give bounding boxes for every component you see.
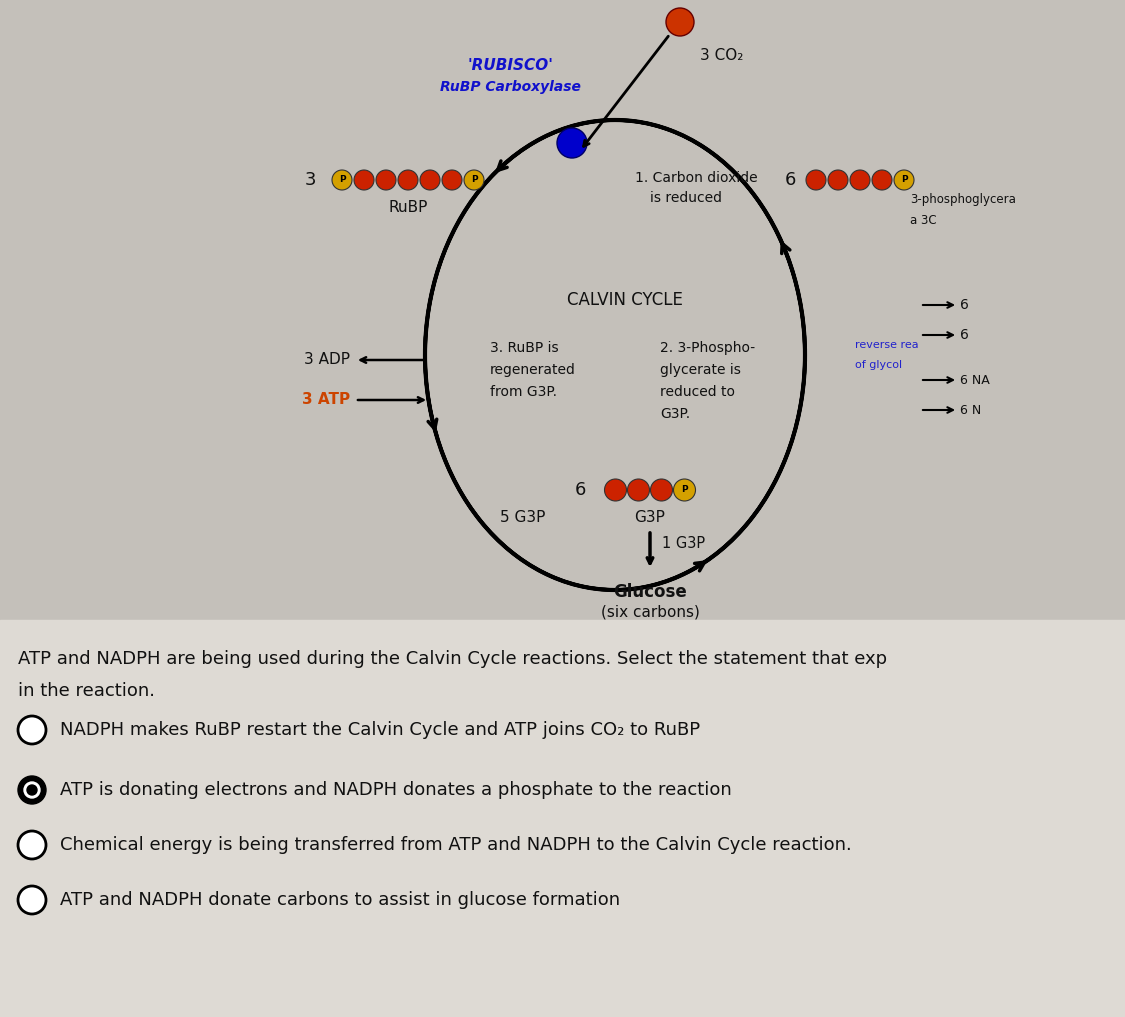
Text: G3P: G3P xyxy=(634,511,666,526)
Text: 1 G3P: 1 G3P xyxy=(662,536,705,550)
Text: 3 CO₂: 3 CO₂ xyxy=(700,48,744,62)
Circle shape xyxy=(27,785,37,795)
Circle shape xyxy=(442,170,462,190)
Text: P: P xyxy=(682,485,687,494)
Bar xyxy=(0,620,1125,1017)
Text: 3. RuBP is: 3. RuBP is xyxy=(490,341,559,355)
Circle shape xyxy=(872,170,892,190)
Text: 3 ADP: 3 ADP xyxy=(304,353,350,367)
Circle shape xyxy=(398,170,418,190)
Text: of glycol: of glycol xyxy=(855,360,902,370)
Text: 3-phosphoglycera: 3-phosphoglycera xyxy=(910,193,1016,206)
Text: 1. Carbon dioxide: 1. Carbon dioxide xyxy=(634,171,757,185)
Circle shape xyxy=(850,170,870,190)
Text: 6: 6 xyxy=(575,481,586,499)
Bar xyxy=(0,0,1125,620)
Text: a 3C: a 3C xyxy=(910,214,937,227)
Circle shape xyxy=(18,716,46,744)
Text: 'RUBISCO': 'RUBISCO' xyxy=(467,58,554,72)
Circle shape xyxy=(18,831,46,859)
Text: 6 N: 6 N xyxy=(960,404,981,417)
Text: glycerate is: glycerate is xyxy=(660,363,741,377)
Text: regenerated: regenerated xyxy=(490,363,576,377)
Text: 6: 6 xyxy=(960,328,969,342)
Text: RuBP: RuBP xyxy=(388,200,428,216)
Text: 3 ATP: 3 ATP xyxy=(302,393,350,408)
Circle shape xyxy=(604,479,627,501)
Text: ATP and NADPH donate carbons to assist in glucose formation: ATP and NADPH donate carbons to assist i… xyxy=(60,891,620,909)
Text: 3: 3 xyxy=(304,171,316,189)
Text: 6: 6 xyxy=(784,171,795,189)
Text: P: P xyxy=(339,176,345,184)
Text: from G3P.: from G3P. xyxy=(490,385,557,399)
Text: NADPH makes RuBP restart the Calvin Cycle and ATP joins CO₂ to RuBP: NADPH makes RuBP restart the Calvin Cycl… xyxy=(60,721,700,739)
Text: 6 NA: 6 NA xyxy=(960,373,990,386)
Text: G3P.: G3P. xyxy=(660,407,690,421)
Text: Chemical energy is being transferred from ATP and NADPH to the Calvin Cycle reac: Chemical energy is being transferred fro… xyxy=(60,836,852,854)
Circle shape xyxy=(650,479,673,501)
Text: ATP and NADPH are being used during the Calvin Cycle reactions. Select the state: ATP and NADPH are being used during the … xyxy=(18,650,888,668)
Circle shape xyxy=(354,170,374,190)
Circle shape xyxy=(464,170,484,190)
Circle shape xyxy=(332,170,352,190)
Circle shape xyxy=(376,170,396,190)
Text: 6: 6 xyxy=(960,298,969,312)
Text: (six carbons): (six carbons) xyxy=(601,604,700,619)
Text: CALVIN CYCLE: CALVIN CYCLE xyxy=(567,291,683,309)
Text: reverse rea: reverse rea xyxy=(855,340,919,350)
Text: Glucose: Glucose xyxy=(613,583,687,601)
Circle shape xyxy=(420,170,440,190)
Text: P: P xyxy=(470,176,477,184)
Circle shape xyxy=(24,782,40,798)
Text: RuBP Carboxylase: RuBP Carboxylase xyxy=(440,80,580,94)
Text: P: P xyxy=(901,176,907,184)
Text: ATP is donating electrons and NADPH donates a phosphate to the reaction: ATP is donating electrons and NADPH dona… xyxy=(60,781,731,799)
Text: in the reaction.: in the reaction. xyxy=(18,682,155,700)
Text: 5 G3P: 5 G3P xyxy=(500,511,544,526)
Circle shape xyxy=(557,128,587,158)
Circle shape xyxy=(18,776,46,804)
Text: 2. 3-Phospho-: 2. 3-Phospho- xyxy=(660,341,755,355)
Circle shape xyxy=(18,886,46,914)
Circle shape xyxy=(666,8,694,36)
Circle shape xyxy=(806,170,826,190)
Circle shape xyxy=(674,479,695,501)
Circle shape xyxy=(894,170,914,190)
Text: reduced to: reduced to xyxy=(660,385,735,399)
Text: is reduced: is reduced xyxy=(650,191,722,205)
Circle shape xyxy=(628,479,649,501)
Circle shape xyxy=(828,170,848,190)
